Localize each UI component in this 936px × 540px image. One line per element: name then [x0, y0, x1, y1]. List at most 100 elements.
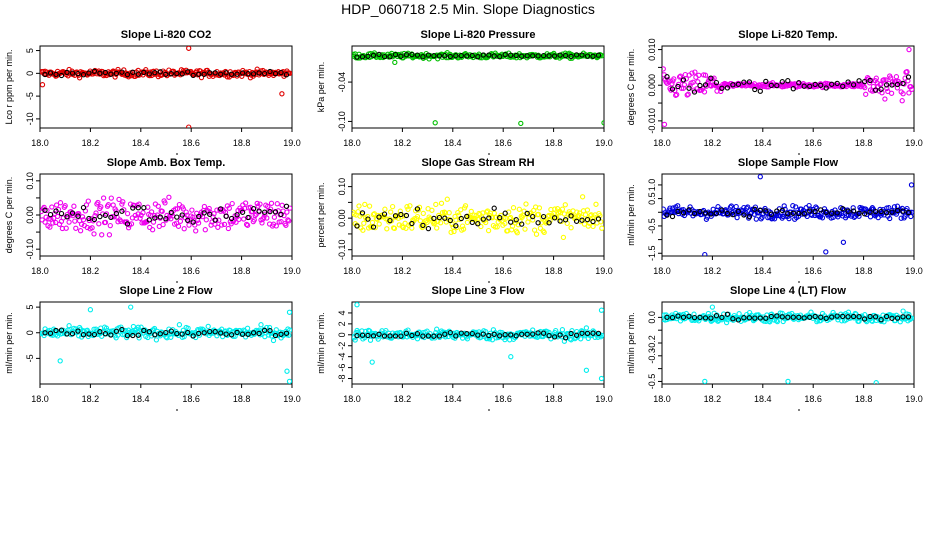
reference-point — [108, 332, 114, 338]
sample-point — [215, 224, 221, 230]
reference-point — [861, 316, 868, 322]
reference-point — [508, 219, 514, 225]
sample-point — [599, 225, 604, 231]
reference-point — [146, 329, 152, 335]
reference-point — [469, 219, 475, 226]
reference-point — [228, 71, 235, 77]
sample-point — [752, 204, 759, 210]
outlier-point — [908, 182, 914, 188]
panel-title: Slope Amb. Box Temp. — [107, 157, 226, 169]
y-tick-label: -0.10 — [337, 239, 347, 260]
sample-point — [786, 215, 792, 222]
sample-point — [397, 208, 403, 214]
sample-point — [728, 203, 735, 209]
reference-point — [86, 331, 92, 337]
sample-point — [360, 227, 366, 233]
reference-point — [381, 53, 388, 60]
sample-point — [106, 232, 113, 238]
reference-point — [480, 331, 486, 337]
y-tick-label: -0.10 — [337, 111, 347, 132]
reference-point — [414, 206, 421, 212]
reference-point — [829, 81, 835, 87]
reference-point — [272, 70, 279, 77]
reference-point — [113, 328, 120, 334]
sample-point — [582, 212, 589, 218]
sample-point — [438, 200, 445, 206]
reference-point — [442, 53, 448, 59]
reference-point — [157, 214, 163, 220]
reference-point — [779, 314, 785, 320]
sample-point — [554, 214, 560, 221]
sample-point — [153, 337, 160, 343]
sample-point — [723, 319, 730, 326]
reference-point — [818, 314, 824, 320]
reference-point — [256, 208, 262, 214]
sample-point — [437, 220, 444, 226]
reference-point — [196, 213, 202, 220]
reference-point — [867, 313, 873, 320]
reference-point — [464, 53, 470, 59]
reference-point — [392, 213, 399, 219]
panel-6: Slope Sample Flow 18.0 18.2 18.4 18.6 18.8 19.… — [626, 157, 923, 283]
reference-point — [152, 215, 158, 221]
reference-point — [779, 79, 785, 85]
reference-point — [595, 216, 602, 222]
reference-point — [113, 70, 120, 77]
sample-point — [560, 234, 567, 241]
reference-point — [878, 208, 884, 215]
outlier-point — [369, 359, 375, 365]
sample-point — [375, 336, 381, 342]
outlier-point — [906, 46, 912, 53]
reference-point — [250, 71, 257, 77]
sample-point — [578, 214, 585, 220]
outlier-point — [392, 59, 398, 66]
reference-point — [796, 314, 802, 320]
sample-point — [175, 223, 182, 229]
reference-point — [713, 210, 720, 217]
sample-point — [884, 85, 890, 92]
sample-point — [414, 336, 421, 342]
sample-point — [909, 209, 914, 215]
reference-point — [807, 314, 813, 320]
outlier-point — [508, 354, 514, 360]
data-points — [40, 304, 292, 384]
reference-point — [834, 313, 840, 319]
reference-point — [239, 70, 246, 76]
reference-point — [823, 209, 829, 216]
sample-point — [229, 200, 235, 207]
data-points — [662, 174, 914, 256]
sample-point — [110, 202, 116, 208]
reference-point — [540, 330, 547, 336]
reference-point — [261, 209, 268, 215]
reference-point — [807, 83, 813, 89]
outlier-point — [702, 378, 708, 384]
reference-point — [519, 53, 525, 59]
reference-point — [590, 330, 596, 336]
y-tick-label: -8 — [337, 375, 347, 383]
outlier-point — [598, 307, 604, 313]
reference-point — [796, 80, 802, 86]
reference-point — [190, 219, 196, 225]
reference-point — [768, 313, 774, 320]
sample-point — [590, 328, 596, 334]
sample-point — [533, 231, 540, 237]
sample-point — [369, 219, 376, 226]
reference-point — [763, 208, 769, 214]
reference-point — [135, 71, 141, 77]
reference-point — [102, 69, 109, 76]
sample-point — [90, 218, 96, 224]
sample-point — [96, 221, 102, 227]
reference-point — [130, 332, 136, 339]
sample-point — [553, 327, 559, 334]
sample-point — [559, 327, 566, 333]
reference-point — [436, 333, 443, 339]
sample-point — [883, 77, 889, 83]
x-tick-label: 18.0 — [31, 266, 49, 276]
outlier-point — [87, 307, 94, 313]
sample-point — [388, 209, 394, 215]
y-tick-label: 0.00 — [337, 209, 347, 227]
sample-point — [502, 220, 508, 227]
reference-point — [746, 315, 753, 321]
sample-point — [891, 204, 898, 210]
reference-point — [228, 332, 235, 338]
